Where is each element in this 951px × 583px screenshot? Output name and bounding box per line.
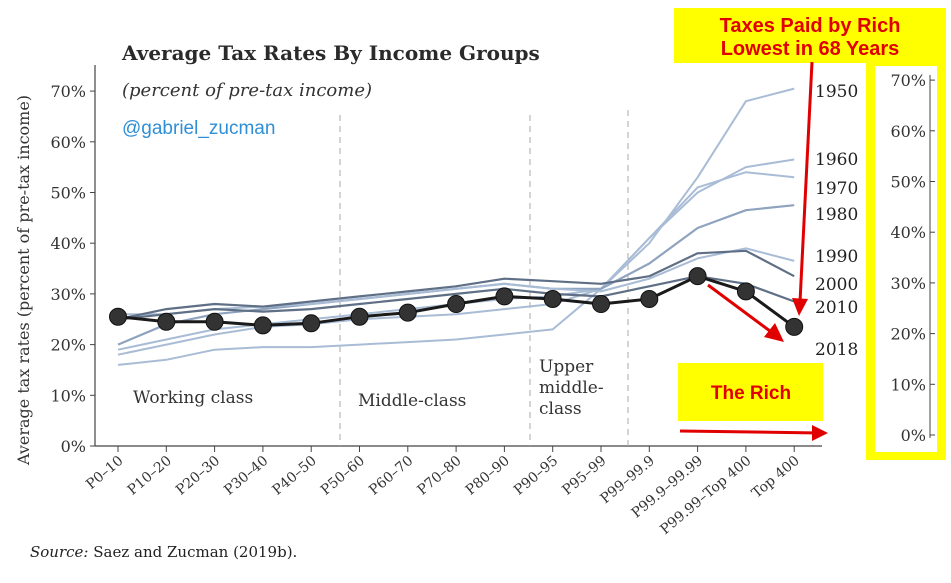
source-prefix: Source: — [30, 543, 88, 561]
group-label-upper-1: Upper — [539, 357, 594, 377]
y-tick-label: 70% — [50, 82, 86, 101]
headline-callout-box — [674, 8, 946, 63]
right-tick-label: 20% — [890, 325, 926, 344]
x-tick-label: P40–50 — [270, 453, 320, 499]
point-2018 — [157, 312, 176, 331]
point-2018 — [398, 303, 417, 322]
x-tick-label: P30–40 — [221, 453, 271, 499]
group-label-working: Working class — [133, 388, 253, 408]
the-rich-callout-box — [678, 363, 823, 421]
point-2018 — [495, 287, 514, 306]
series-line-2000 — [117, 249, 795, 321]
series-label-1980: 1980 — [815, 205, 858, 225]
chart-title: Average Tax Rates By Income Groups — [121, 41, 540, 65]
series-label-1970: 1970 — [815, 179, 858, 199]
point-2018 — [447, 295, 466, 314]
point-2018 — [543, 289, 562, 308]
y-tick-label: 60% — [50, 133, 86, 152]
x-tick-label: P20–30 — [173, 453, 223, 499]
series-line-1960 — [117, 158, 795, 356]
point-2018 — [253, 316, 272, 335]
the-rich-arrowhead — [812, 425, 828, 441]
y-tick-label: 40% — [50, 234, 86, 253]
group-label-upper-2: middle- — [539, 378, 604, 398]
decline-arrow — [707, 283, 775, 336]
y-axis-title: Average tax rates (percent of pre-tax in… — [14, 95, 33, 466]
series-label-1960: 1960 — [815, 150, 858, 170]
x-tick-label: Top 400 — [749, 453, 803, 502]
source-text: Saez and Zucman (2019b). — [88, 543, 297, 561]
point-2018 — [736, 282, 755, 301]
series-label-1990: 1990 — [815, 247, 858, 267]
series-label-1950: 1950 — [815, 82, 858, 102]
right-tick-label: 60% — [890, 122, 926, 141]
x-tick-label: P50–60 — [318, 453, 368, 499]
x-tick-label: P80–90 — [463, 453, 513, 499]
point-2018 — [785, 317, 804, 336]
point-2018 — [205, 312, 224, 331]
point-2018 — [592, 295, 610, 314]
series-line-1990 — [118, 247, 795, 316]
right-tick-label: 0% — [901, 426, 926, 445]
point-2018 — [302, 314, 321, 333]
source-note: Source: Saez and Zucman (2019b). — [30, 543, 297, 561]
group-label-middle: Middle-class — [358, 391, 466, 411]
series-line-1950 — [117, 87, 795, 366]
headline-arrow — [798, 61, 814, 303]
x-tick-label: P60–70 — [366, 453, 416, 499]
x-tick-label: P70–80 — [415, 453, 465, 499]
y-tick-label: 0% — [61, 437, 86, 456]
right-tick-label: 10% — [890, 375, 926, 394]
right-axis-panel-inner — [875, 66, 937, 452]
point-2018 — [688, 267, 707, 286]
right-tick-label: 30% — [890, 274, 926, 293]
series-label-2000: 2000 — [815, 275, 858, 295]
x-tick-label: P0–10 — [83, 453, 126, 493]
x-tick-label: P99.99–Top 400 — [657, 453, 754, 538]
y-tick-label: 20% — [50, 336, 86, 355]
right-tick-label: 40% — [890, 223, 926, 242]
headline-arrowhead — [792, 298, 808, 316]
headline-line-2: Lowest in 68 Years — [721, 38, 900, 60]
y-tick-label: 50% — [50, 184, 86, 203]
the-rich-arrow — [679, 429, 821, 435]
the-rich-label: The Rich — [711, 383, 791, 404]
point-2018 — [640, 289, 659, 308]
group-label-upper-3: class — [539, 399, 582, 419]
y-tick-label: 10% — [50, 386, 86, 405]
x-tick-label: P90–95 — [511, 453, 561, 499]
headline-line-1: Taxes Paid by Rich — [720, 15, 901, 37]
series-line-2010 — [117, 275, 795, 321]
right-tick-label: 50% — [890, 173, 926, 192]
chart-subtitle: (percent of pre-tax income) — [122, 80, 372, 101]
y-tick-label: 30% — [50, 285, 86, 304]
twitter-handle: @gabriel_zucman — [122, 118, 275, 139]
point-2018 — [109, 307, 127, 326]
right-tick-label: 70% — [890, 71, 926, 90]
series-label-2018: 2018 — [815, 340, 858, 360]
x-tick-label: P10–20 — [125, 453, 175, 499]
decline-arrowhead — [764, 323, 784, 342]
point-2018 — [350, 307, 369, 326]
series-label-2010: 2010 — [815, 298, 858, 318]
